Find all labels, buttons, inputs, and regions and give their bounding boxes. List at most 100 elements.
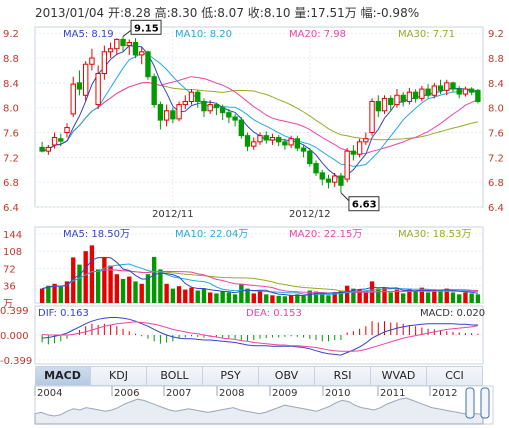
price-panel-frame: [34, 26, 484, 208]
volume-bar: [95, 269, 101, 303]
price-y-tick-left: 9.2: [3, 29, 19, 40]
candle-body: [83, 63, 89, 96]
macd-y-tick: -0.399: [0, 356, 32, 367]
navigator-year-label: 2009: [272, 388, 297, 399]
candle-body: [70, 83, 76, 115]
candle-body: [275, 136, 282, 143]
candle-body: [412, 91, 419, 99]
candle-body: [437, 85, 444, 91]
price-y-tick-left: 8.8: [3, 54, 19, 65]
candle-body: [300, 147, 307, 152]
candle-body: [363, 138, 369, 143]
candle-body: [319, 172, 325, 180]
navigator-left-handle[interactable]: [465, 387, 475, 419]
tab-cci[interactable]: CCI: [427, 367, 483, 385]
candle-body: [444, 82, 450, 91]
volume-bar: [469, 293, 474, 303]
volume-ma10-line: [41, 263, 478, 295]
candle-body: [139, 51, 145, 56]
tab-rsi[interactable]: RSI: [315, 367, 371, 385]
candle-body: [126, 42, 132, 47]
volume-bar: [264, 294, 269, 303]
volume-bar: [419, 287, 425, 303]
tab-wvad[interactable]: WVAD: [371, 367, 427, 385]
macd-legend-item: DIF: 0.163: [38, 308, 89, 319]
candle-body: [188, 91, 195, 102]
tab-macd[interactable]: MACD: [35, 367, 91, 385]
max-callout-leader: [122, 29, 132, 37]
candle-body: [400, 94, 406, 102]
volume-bar: [201, 288, 207, 303]
price-x-label: 2012/11: [152, 209, 194, 220]
volume-bar: [338, 290, 344, 303]
volume-bar: [332, 292, 337, 303]
volume-bar: [151, 256, 157, 303]
volume-bar: [351, 288, 356, 303]
volume-bar: [226, 292, 232, 303]
navigator-year-label: 2008: [219, 388, 244, 399]
candle-body: [64, 127, 70, 134]
candle-body: [213, 104, 220, 109]
volume-bar: [189, 287, 194, 303]
volume-bar: [326, 295, 331, 303]
candle-body: [475, 89, 481, 102]
volume-bar: [46, 285, 51, 303]
price-legend-item: MA5: 8.19: [63, 29, 114, 40]
volume-ma5-line: [41, 256, 478, 297]
volume-bar: [401, 293, 406, 303]
min-callout-label: 6.63: [352, 200, 377, 211]
price-legend-item: MA20: 7.98: [289, 29, 346, 40]
volume-bar: [39, 288, 45, 303]
volume-bar: [407, 288, 412, 303]
volume-bar: [344, 285, 350, 303]
price-y-tick-left: 7.2: [3, 153, 19, 164]
candle-body: [332, 175, 338, 183]
volume-bar: [288, 295, 294, 303]
candle-body: [151, 76, 157, 106]
candle-body: [394, 94, 400, 106]
volume-bar: [83, 251, 88, 303]
candle-body: [257, 135, 263, 143]
macd-legend-item: MACD: 0.020: [420, 308, 485, 319]
candle-body: [39, 146, 45, 152]
volume-bar: [158, 269, 163, 303]
volume-y-tick: 36: [3, 282, 16, 293]
max-callout-label: 9.15: [134, 23, 159, 34]
tab-boll[interactable]: BOLL: [147, 367, 203, 385]
candle-body: [406, 91, 413, 102]
volume-bar: [208, 292, 213, 303]
candle-body: [45, 146, 52, 152]
candle-body: [350, 150, 357, 155]
candle-body: [51, 136, 58, 146]
tab-kdj[interactable]: KDJ: [91, 367, 147, 385]
price-y-tick-left: 8.4: [3, 79, 19, 90]
candle-body: [219, 107, 226, 114]
volume-ma20-line: [41, 269, 478, 294]
candle-body: [232, 116, 238, 121]
volume-bar: [282, 296, 288, 303]
volume-bar: [475, 294, 481, 303]
volume-bar: [108, 265, 113, 303]
candle-body: [251, 141, 257, 147]
candle-body: [419, 88, 425, 99]
quote-change: 幅:-0.98%: [360, 6, 420, 20]
volume-bar: [438, 290, 443, 303]
price-y-tick-right: 7.2: [488, 153, 504, 164]
navigator-year-label: 2010: [325, 388, 350, 399]
candle-body: [170, 110, 176, 120]
tab-psy[interactable]: PSY: [203, 367, 259, 385]
max-callout-box: [130, 19, 162, 35]
navigator-right-handle[interactable]: [480, 387, 490, 419]
candle-body: [263, 135, 269, 141]
candle-body: [182, 100, 188, 106]
tab-obv[interactable]: OBV: [259, 367, 315, 385]
volume-bar: [220, 291, 225, 303]
quote-high: 高:8.30: [154, 6, 198, 20]
quote-volume: 量:17.51万: [294, 6, 357, 20]
macd-legend-item: DEA: 0.153: [246, 308, 302, 319]
volume-bar: [276, 295, 281, 303]
volume-bar: [307, 290, 312, 303]
candle-body: [176, 104, 182, 120]
candle-body: [431, 85, 437, 96]
price-y-tick-left: 7.6: [3, 129, 19, 140]
